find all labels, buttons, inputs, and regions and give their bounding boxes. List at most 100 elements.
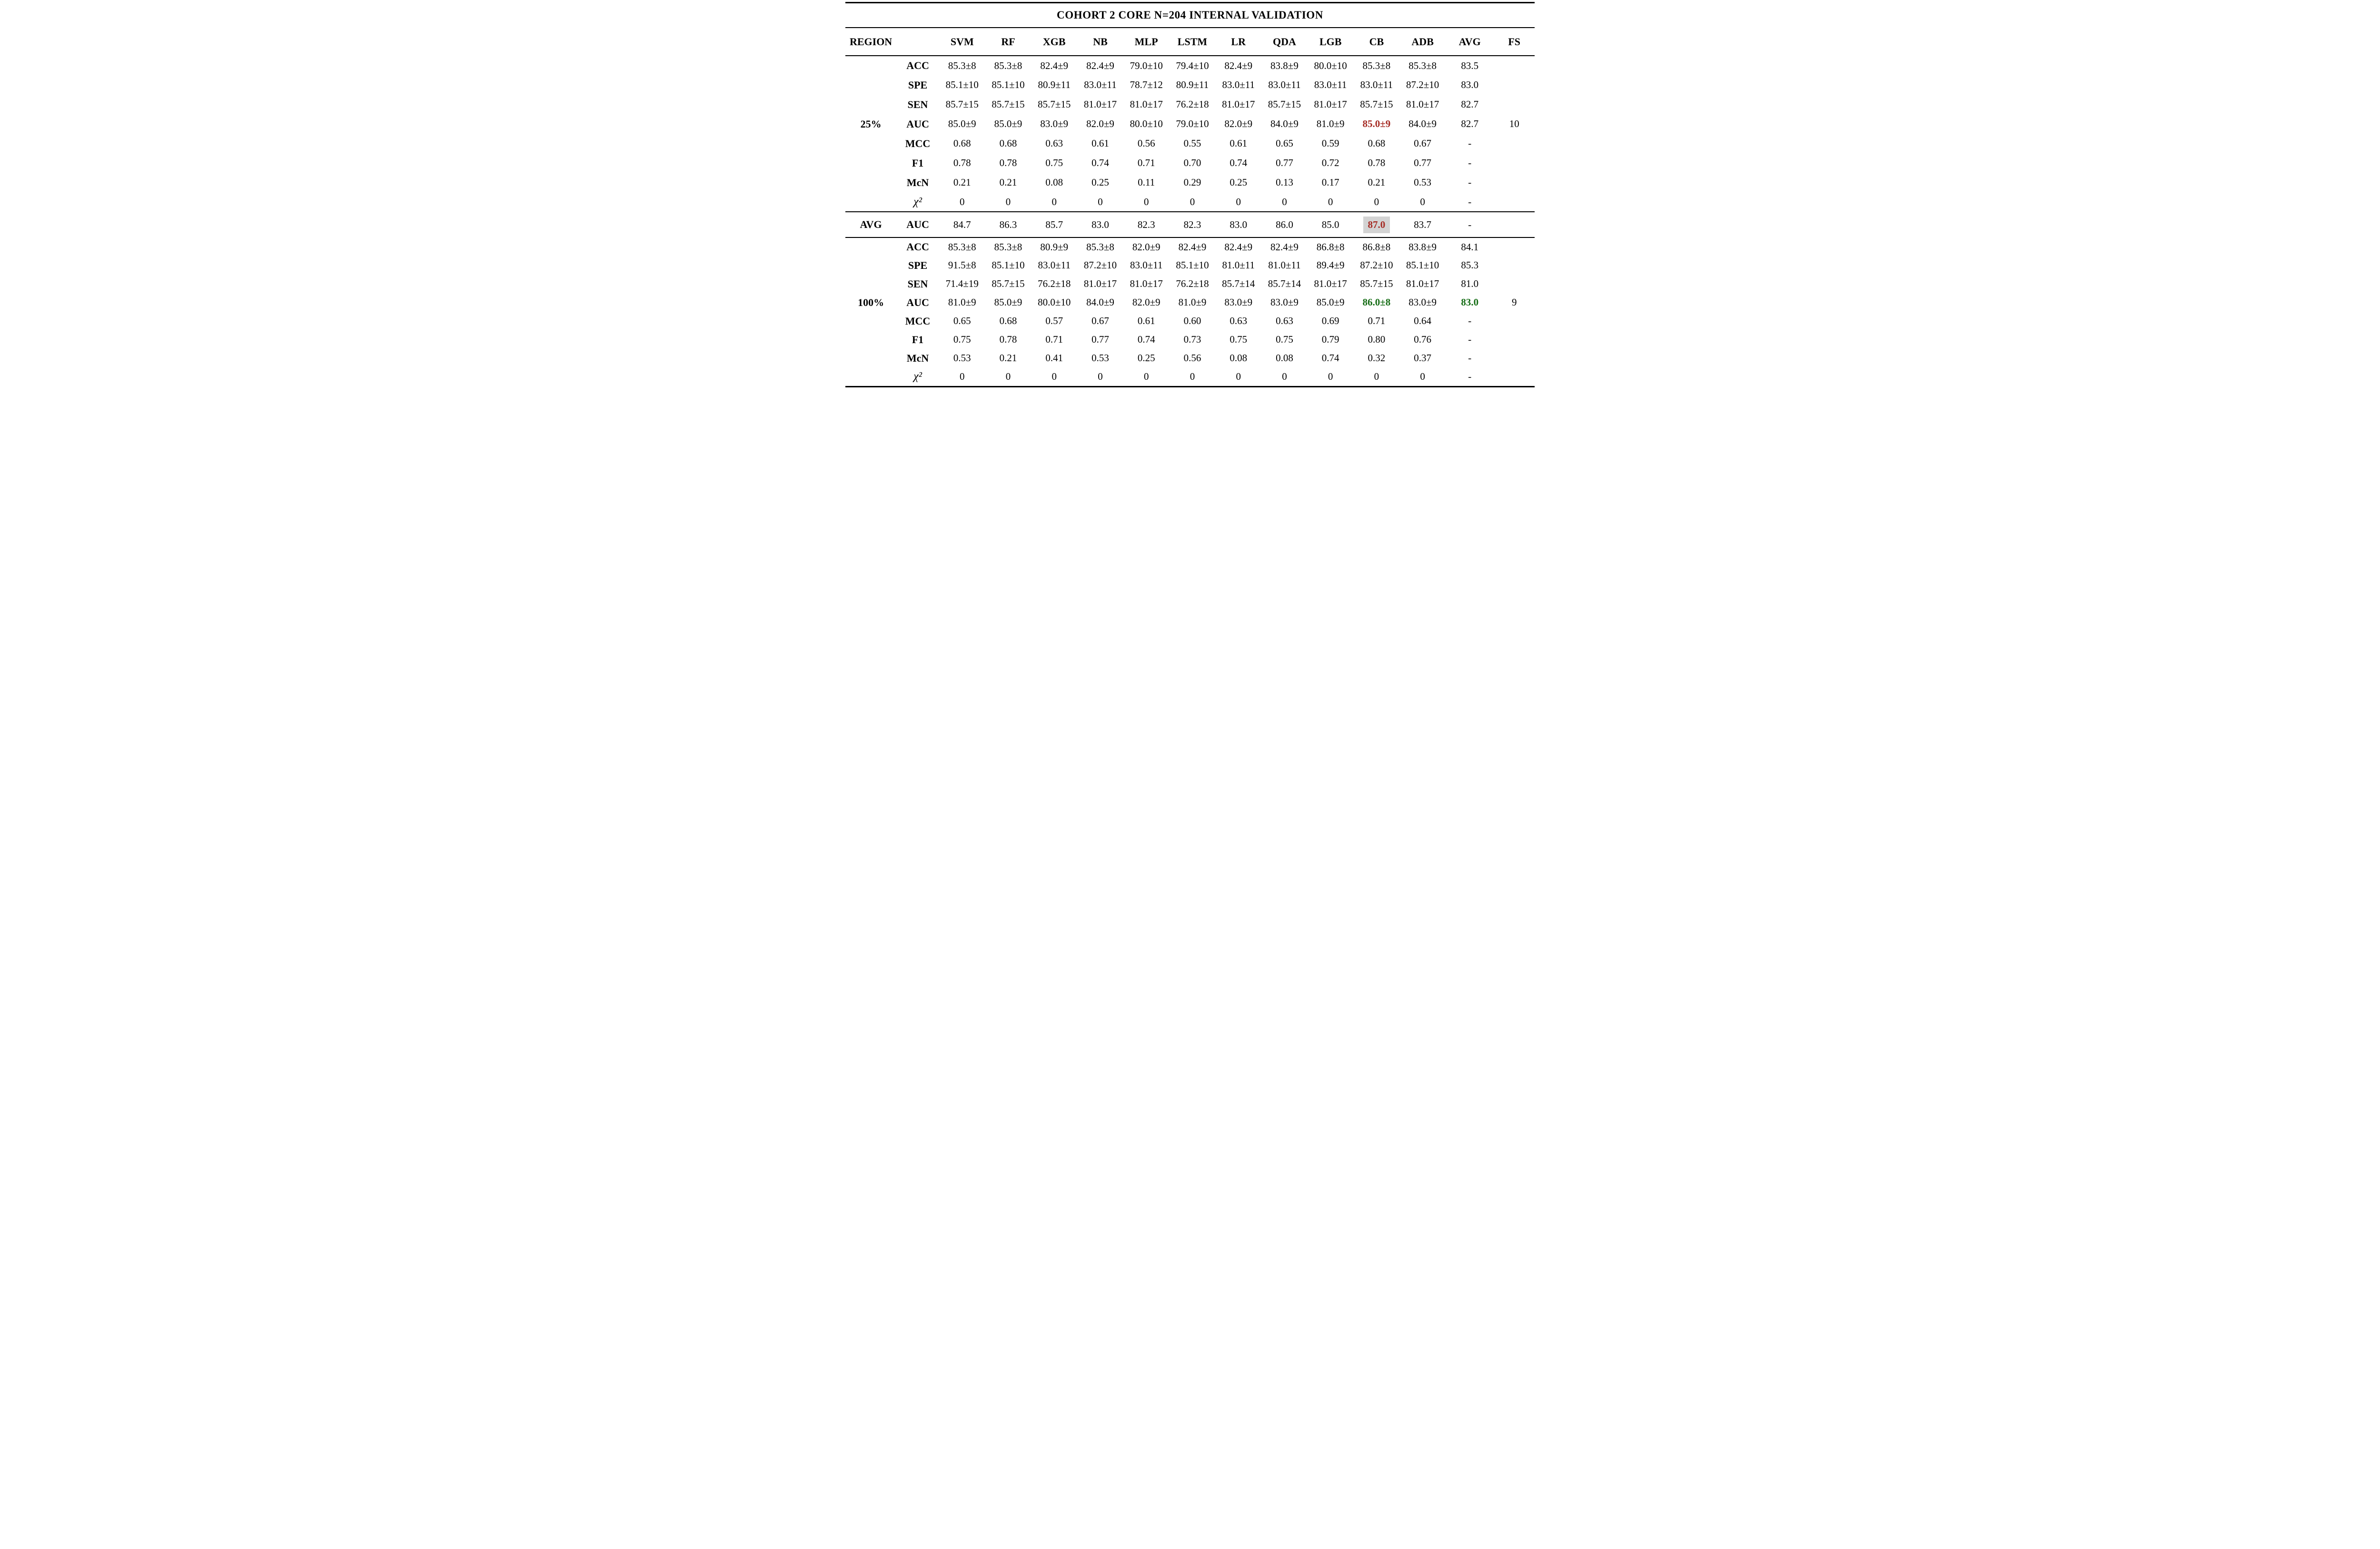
cell-value: 0.67 [1091,315,1109,326]
cell: 0.21 [939,173,985,192]
cell: 0 [1123,367,1170,386]
cell-value: 0.55 [1183,138,1201,149]
cell: 85.1±10 [985,75,1031,95]
cell: 0 [939,192,985,212]
cell-value: 85.1±10 [945,79,979,90]
cell-value: 85.3±8 [994,59,1022,71]
cell: 85.7±15 [1354,275,1400,293]
cell: 71.4±19 [939,275,985,293]
cell-value: 80.0±10 [1130,118,1163,129]
table-row: F1 0.78 0.78 0.75 0.74 0.71 0.70 0.74 0.77 0.72 0.… [845,153,1535,173]
cell: 85.3±8 [939,237,985,256]
cell: 0.79 [1308,330,1354,349]
cell-value: - [1468,352,1472,364]
cell: 0.21 [1354,173,1400,192]
cell-value: 0.70 [1183,157,1201,168]
cell: 84.0±9 [1261,114,1308,134]
cell [1494,75,1535,95]
cell [1494,212,1535,237]
cell-value: 87.2±10 [1360,259,1393,271]
cell: 83.0 [1446,75,1494,95]
cell [1494,95,1535,114]
cell: 0 [1123,192,1170,212]
metric-label: χ² [913,370,922,383]
cell-value: 84.1 [1461,241,1479,253]
cell-value: 0 [960,371,965,382]
cell-value: 86.8±8 [1362,241,1391,253]
cell: 85.3±8 [1354,56,1400,75]
cell: - [1446,153,1494,173]
cell-value: 0.57 [1045,315,1063,326]
cell: 82.4±9 [1077,56,1123,75]
cell: 0 [1031,192,1077,212]
table-row: SPE 91.5±8 85.1±10 83.0±11 87.2±10 83.0±11 85.… [845,256,1535,275]
cell-value: 82.4±9 [1086,59,1114,71]
table-row: χ² 0 0 0 0 0 0 0 0 0 0 0 - [845,367,1535,386]
cell-value: 0.21 [999,177,1017,188]
cell [1494,256,1535,275]
cell-value: 0.68 [1368,138,1386,149]
cell: 85.7±15 [1031,95,1077,114]
cell: 0.77 [1261,153,1308,173]
cell: 0.75 [1261,330,1308,349]
cell-value: - [1468,334,1472,345]
cell-value: 0.71 [1137,157,1155,168]
cell-value: 85.7±14 [1268,278,1301,289]
cell: 80.0±10 [1031,293,1077,312]
cell: 85.1±10 [1399,256,1446,275]
cell: 0.74 [1077,153,1123,173]
cell: 0 [1308,192,1354,212]
cell-value: 85.3±8 [948,59,976,71]
cell-value: 0.78 [999,157,1017,168]
cell: 85.3±8 [1399,56,1446,75]
region-label [845,367,896,386]
cell: 81.0±17 [1308,95,1354,114]
table-row: McN 0.21 0.21 0.08 0.25 0.11 0.29 0.25 0.13 0.17 0… [845,173,1535,192]
metric-label: McN [906,176,929,188]
cell-value: 0.61 [1091,138,1109,149]
cell: 85.7±14 [1261,275,1308,293]
cell: 0 [1077,192,1123,212]
cell: 85.7±14 [1215,275,1261,293]
region-label [845,330,896,349]
column-header-lstm: LSTM [1177,35,1208,48]
cell-value: 85.7±15 [992,99,1025,110]
cell: 81.0±11 [1261,256,1308,275]
cell: 9 [1494,293,1535,312]
cell-value: 76.2±18 [1176,278,1209,289]
metric-label: ACC [906,241,929,253]
cell-value: 0 [1143,371,1149,382]
cell: - [1446,312,1494,330]
cell: 0.74 [1215,153,1261,173]
cell-value: 82.3 [1137,218,1155,230]
cell: 83.0±11 [1308,75,1354,95]
cell: 0.32 [1354,349,1400,367]
cell: 85.1±10 [939,75,985,95]
cell: 81.0±17 [1399,275,1446,293]
cell-value: 0.08 [1045,177,1063,188]
cell: 82.0±9 [1077,114,1123,134]
cell: 0.68 [985,312,1031,330]
cell: 87.2±10 [1354,256,1400,275]
cell-value: 81.0 [1461,278,1479,289]
region-block: ACC 85.3±8 85.3±8 80.9±9 85.3±8 82.0±9 82.4±9 8… [845,237,1535,386]
cell: 0.56 [1170,349,1216,367]
cell-value: 0.68 [999,138,1017,149]
cell-value: 0.77 [1276,157,1293,168]
cell-value: 82.0±9 [1086,118,1114,129]
cell: 80.9±11 [1170,75,1216,95]
cell: 0 [985,192,1031,212]
cell: 85.3 [1446,256,1494,275]
cell: 0.68 [1354,134,1400,153]
cell-value: 80.9±11 [1038,79,1071,90]
cell: 85.3±8 [985,56,1031,75]
cell-value: 0 [1282,371,1287,382]
cell-value: 0 [1190,196,1195,207]
table-row: χ² 0 0 0 0 0 0 0 0 0 0 0 - [845,192,1535,212]
cell: 85.7±15 [985,95,1031,114]
cell-value: 83.5 [1461,59,1479,71]
cell: 0.76 [1399,330,1446,349]
cell: 80.9±9 [1031,237,1077,256]
cell-value: 82.4±9 [1178,241,1207,253]
cell-value: 0.53 [953,352,971,364]
